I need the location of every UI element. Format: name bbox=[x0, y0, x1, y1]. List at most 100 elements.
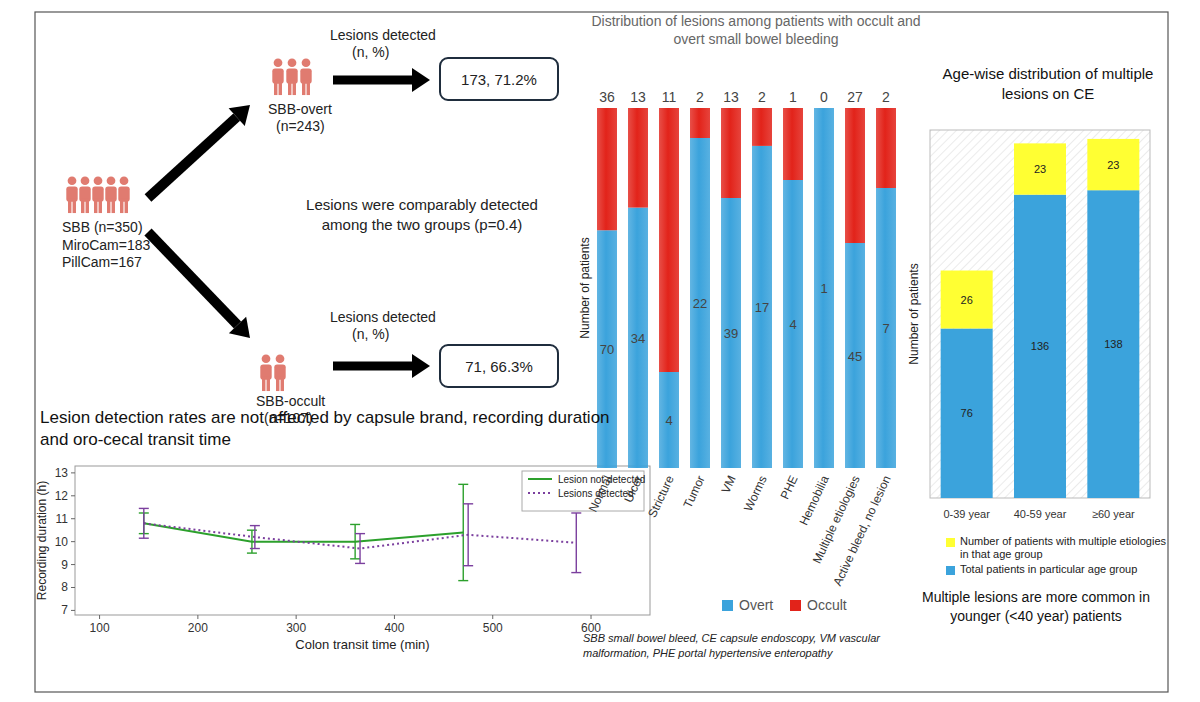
error-cap bbox=[355, 533, 365, 534]
y-tick bbox=[71, 472, 75, 473]
bar-segment bbox=[845, 108, 865, 243]
bar-segment bbox=[659, 108, 679, 372]
y-tick-label: 8 bbox=[61, 580, 68, 594]
chart-title: Age-wise distribution of multiple lesion… bbox=[918, 64, 1178, 104]
person-leg bbox=[99, 199, 102, 213]
node-label: SBB-occult bbox=[256, 393, 325, 409]
y-tick bbox=[71, 587, 75, 588]
bar-segment bbox=[941, 271, 993, 329]
data-label: 138 bbox=[1104, 338, 1122, 350]
error-cap bbox=[247, 552, 257, 553]
data-label: 1 bbox=[820, 281, 827, 296]
legend-label: Total patients in particular age group bbox=[960, 563, 1175, 576]
y-tick-label: 12 bbox=[55, 489, 69, 503]
plot-frame bbox=[930, 130, 1150, 498]
legend-swatch bbox=[946, 566, 955, 575]
bar-segment bbox=[628, 108, 648, 208]
bar-segment bbox=[690, 138, 710, 468]
data-label: 23 bbox=[1107, 159, 1119, 171]
person-head bbox=[120, 176, 129, 185]
x-tick bbox=[492, 615, 493, 619]
legend-swatch bbox=[722, 600, 733, 611]
x-tick-label: 0-39 year bbox=[943, 508, 990, 520]
error-stem bbox=[354, 524, 355, 558]
person-leg bbox=[73, 199, 76, 213]
person-leg bbox=[307, 81, 310, 95]
error-cap bbox=[250, 525, 260, 526]
error-cap bbox=[571, 572, 581, 573]
y-tick bbox=[71, 518, 75, 519]
data-label: 0 bbox=[820, 89, 828, 105]
x-tick bbox=[591, 615, 592, 619]
bar-segment bbox=[783, 180, 803, 468]
person-head bbox=[94, 176, 103, 185]
person-icon bbox=[300, 58, 311, 95]
person-leg bbox=[279, 81, 282, 95]
bars-group bbox=[597, 108, 896, 468]
error-bar bbox=[463, 504, 473, 566]
comparison-note: Lesions were comparably detected among t… bbox=[282, 195, 562, 235]
person-icon bbox=[272, 58, 283, 95]
y-axis-title: Number of patients bbox=[907, 263, 921, 364]
y-tick-label: 9 bbox=[61, 558, 68, 572]
bar-segment bbox=[1087, 139, 1139, 190]
person-icon bbox=[286, 58, 297, 95]
data-label: 1 bbox=[789, 89, 797, 105]
data-label: 76 bbox=[961, 407, 973, 419]
data-label: 17 bbox=[755, 300, 769, 315]
person-head bbox=[107, 176, 116, 185]
bar-segment bbox=[1087, 190, 1139, 498]
x-tick-label: Normal bbox=[586, 473, 615, 514]
person-leg bbox=[120, 199, 123, 213]
legend-swatch bbox=[790, 600, 801, 611]
person-leg bbox=[81, 199, 84, 213]
data-label: 27 bbox=[847, 89, 863, 105]
bar-segment bbox=[721, 108, 741, 198]
error-cap bbox=[458, 484, 468, 485]
figure-border bbox=[35, 12, 1168, 692]
node-count: (n=243) bbox=[276, 118, 325, 134]
error-cap bbox=[139, 538, 149, 539]
error-stem bbox=[254, 526, 255, 549]
person-head bbox=[302, 58, 311, 67]
person-icon bbox=[118, 176, 129, 213]
x-tick-label: 100 bbox=[90, 621, 110, 635]
data-label: 34 bbox=[631, 331, 645, 346]
legend-label: Number of patients with multiple etiolog… bbox=[960, 535, 1175, 561]
error-stem bbox=[359, 534, 360, 564]
x-tick-label: Stricture bbox=[645, 473, 677, 520]
arrow-shaft bbox=[148, 232, 238, 325]
person-leg bbox=[68, 199, 71, 213]
error-cap bbox=[463, 565, 473, 566]
result-unit: (n, %) bbox=[352, 326, 389, 342]
person-leg bbox=[125, 199, 128, 213]
y-axis-title: Recording duration (h) bbox=[35, 481, 49, 600]
chart-title: Distribution of lesions among patients w… bbox=[586, 12, 926, 48]
bar-segment bbox=[721, 198, 741, 468]
result-box bbox=[440, 58, 558, 100]
x-tick-label: Active bleed, no lesion bbox=[830, 473, 893, 588]
person-head bbox=[274, 58, 283, 67]
error-cap bbox=[350, 524, 360, 525]
x-axis-title: Colon transit time (min) bbox=[295, 637, 429, 652]
bar-segment bbox=[597, 230, 617, 468]
data-label: 7 bbox=[882, 321, 889, 336]
bar-segment bbox=[628, 208, 648, 468]
error-stem bbox=[251, 530, 252, 553]
person-head bbox=[68, 176, 77, 185]
person-leg bbox=[94, 199, 97, 213]
bar-segment bbox=[1014, 143, 1066, 194]
figure: SBB (n=350)MiroCam=183PillCam=167SBB-ove… bbox=[0, 0, 1200, 702]
bar-segment bbox=[690, 108, 710, 138]
arrow-shaft bbox=[333, 76, 412, 85]
person-icon bbox=[66, 176, 77, 213]
bar-segment bbox=[597, 108, 617, 230]
y-tick-label: 7 bbox=[61, 603, 68, 617]
x-tick bbox=[99, 615, 100, 619]
person-leg bbox=[267, 377, 270, 391]
person-leg bbox=[107, 199, 110, 213]
error-bar bbox=[139, 508, 149, 538]
person-leg bbox=[302, 81, 305, 95]
error-cap bbox=[139, 508, 149, 509]
data-label: 22 bbox=[693, 296, 707, 311]
